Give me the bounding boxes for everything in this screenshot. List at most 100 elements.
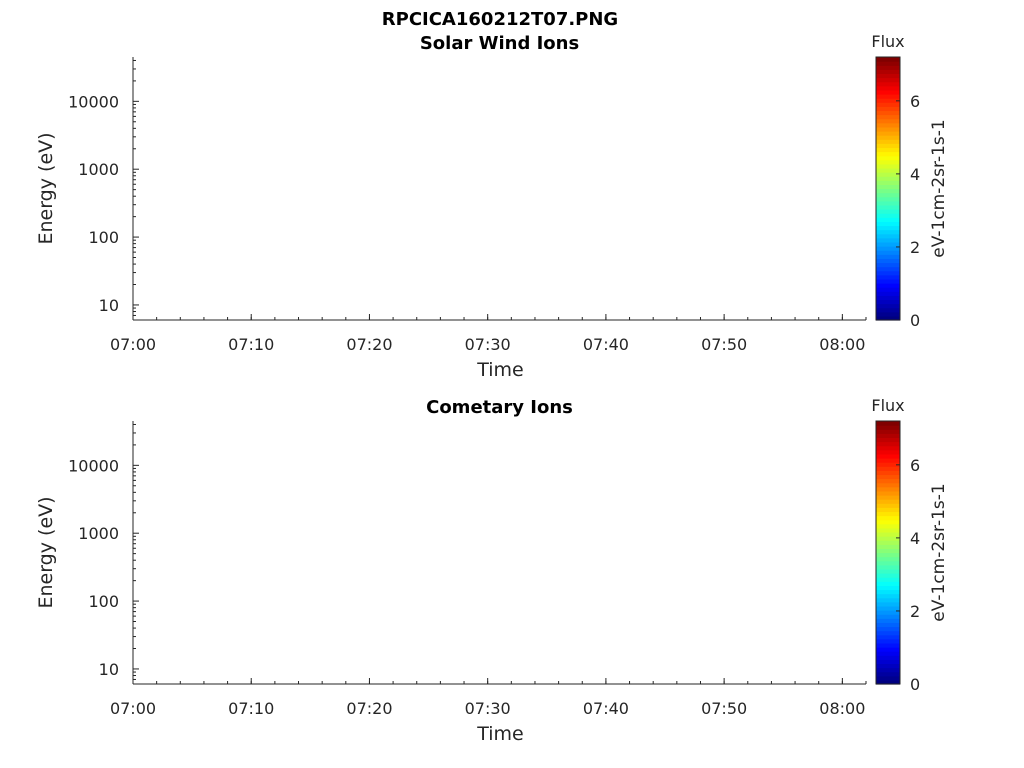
- colorbar-segment: [876, 89, 900, 95]
- colorbar-segment: [876, 601, 900, 607]
- colorbar-segment: [876, 135, 900, 140]
- colorbar-segment: [876, 610, 900, 615]
- colorbar-segment: [876, 593, 900, 599]
- colorbar-segment: [876, 671, 900, 677]
- colorbar-segment: [876, 299, 900, 305]
- colorbar-segment: [876, 274, 900, 280]
- colorbar-title: Flux: [871, 32, 904, 51]
- colorbar-segment: [876, 176, 900, 181]
- y-axis-label: Energy (eV): [35, 496, 57, 608]
- colorbar-segment: [876, 647, 900, 652]
- x-tick-label: 07:40: [583, 699, 629, 718]
- colorbar-segment: [876, 527, 900, 533]
- colorbar-segment: [876, 425, 900, 430]
- y-tick-label: 100: [88, 228, 119, 247]
- colorbar-segment: [876, 626, 900, 632]
- colorbar-segment: [876, 155, 900, 161]
- x-tick-label: 07:30: [465, 699, 511, 718]
- colorbar-segment: [876, 77, 900, 83]
- colorbar-segment: [876, 560, 900, 566]
- x-axis-label: Time: [476, 359, 524, 381]
- colorbar-segment: [876, 270, 900, 276]
- colorbar-frame: [875, 56, 901, 321]
- colorbar-segment: [876, 577, 900, 582]
- colorbar-tick-label: 4: [910, 165, 920, 184]
- colorbar-units-label: eV-1cm-2sr-1s-1: [929, 119, 949, 257]
- colorbar-segment: [876, 630, 900, 636]
- panel-title: Cometary Ions: [426, 397, 573, 418]
- colorbar-tick-label: 0: [910, 311, 920, 330]
- colorbar-segment: [876, 266, 900, 272]
- colorbar-segment: [876, 659, 900, 665]
- colorbar-tick-label: 0: [910, 675, 920, 694]
- colorbar-segment: [876, 556, 900, 562]
- colorbar-segment: [876, 73, 900, 79]
- colorbar-segment: [876, 453, 900, 459]
- colorbar-segment: [876, 618, 900, 623]
- x-tick-label: 07:20: [346, 335, 392, 354]
- colorbar-segment: [876, 519, 900, 525]
- colorbar-segment: [876, 515, 900, 521]
- x-axis-label: Time: [476, 723, 524, 745]
- colorbar-segment: [876, 548, 900, 554]
- colorbar-tick-label: 6: [910, 92, 920, 111]
- colorbar-segment: [876, 283, 900, 288]
- colorbar-segment: [876, 315, 900, 321]
- colorbar-segment: [876, 130, 900, 136]
- colorbar-segment: [876, 507, 900, 513]
- colorbar-segment: [876, 291, 900, 296]
- colorbar-segment: [876, 462, 900, 467]
- colorbar-segment: [876, 470, 900, 476]
- colorbar-segment: [876, 494, 900, 500]
- colorbar-segment: [876, 209, 900, 214]
- colorbar-segment: [876, 605, 900, 611]
- x-tick-label: 07:20: [346, 699, 392, 718]
- colorbar-segment: [876, 490, 900, 496]
- colorbar-segment: [876, 258, 900, 264]
- colorbar-segment: [876, 421, 900, 426]
- colorbar: 0 2 4 6 Flux eV-1cm-2sr-1s-1: [871, 32, 949, 330]
- colorbar: 0 2 4 6 Flux eV-1cm-2sr-1s-1: [871, 396, 949, 694]
- x-tick-label: 07:10: [228, 699, 274, 718]
- colorbar-units-label: eV-1cm-2sr-1s-1: [929, 483, 949, 621]
- y-tick-label: 10000: [68, 456, 119, 475]
- colorbar-segment: [876, 106, 900, 112]
- colorbar-frame: [875, 420, 901, 685]
- figure-filename-title: RPCICA160212T07.PNG: [382, 9, 618, 30]
- colorbar-segment: [876, 241, 900, 247]
- y-tick-label: 1000: [78, 160, 119, 179]
- colorbar-segment: [876, 651, 900, 656]
- colorbar-segment: [876, 511, 900, 517]
- colorbar-segment: [876, 114, 900, 120]
- colorbar-segment: [876, 307, 900, 313]
- colorbar-segment: [876, 642, 900, 648]
- colorbar-segment: [876, 172, 900, 177]
- colorbar-segment: [876, 499, 900, 504]
- colorbar-segment: [876, 597, 900, 603]
- colorbar-segment: [876, 200, 900, 206]
- y-tick-label: 10: [99, 660, 119, 679]
- colorbar-segment: [876, 163, 900, 169]
- x-tick-label: 07:50: [701, 699, 747, 718]
- y-axis-label: Energy (eV): [35, 132, 57, 244]
- colorbar-segment: [876, 303, 900, 309]
- colorbar-segment: [876, 564, 900, 570]
- colorbar-segment: [876, 634, 900, 640]
- x-tick-label: 08:00: [819, 335, 865, 354]
- colorbar-segment: [876, 159, 900, 165]
- colorbar-segment: [876, 474, 900, 480]
- y-tick-label: 10: [99, 296, 119, 315]
- colorbar-segment: [876, 523, 900, 529]
- colorbar-segment: [876, 151, 900, 157]
- colorbar-segment: [876, 93, 900, 99]
- colorbar-segment: [876, 98, 900, 103]
- colorbar-segment: [876, 278, 900, 284]
- colorbar-segment: [876, 675, 900, 681]
- colorbar-segment: [876, 102, 900, 107]
- colorbar-segment: [876, 482, 900, 488]
- colorbar-segment: [876, 122, 900, 128]
- colorbar-segment: [876, 585, 900, 591]
- colorbar-segment: [876, 167, 900, 173]
- colorbar-segment: [876, 437, 900, 443]
- colorbar-segment: [876, 638, 900, 644]
